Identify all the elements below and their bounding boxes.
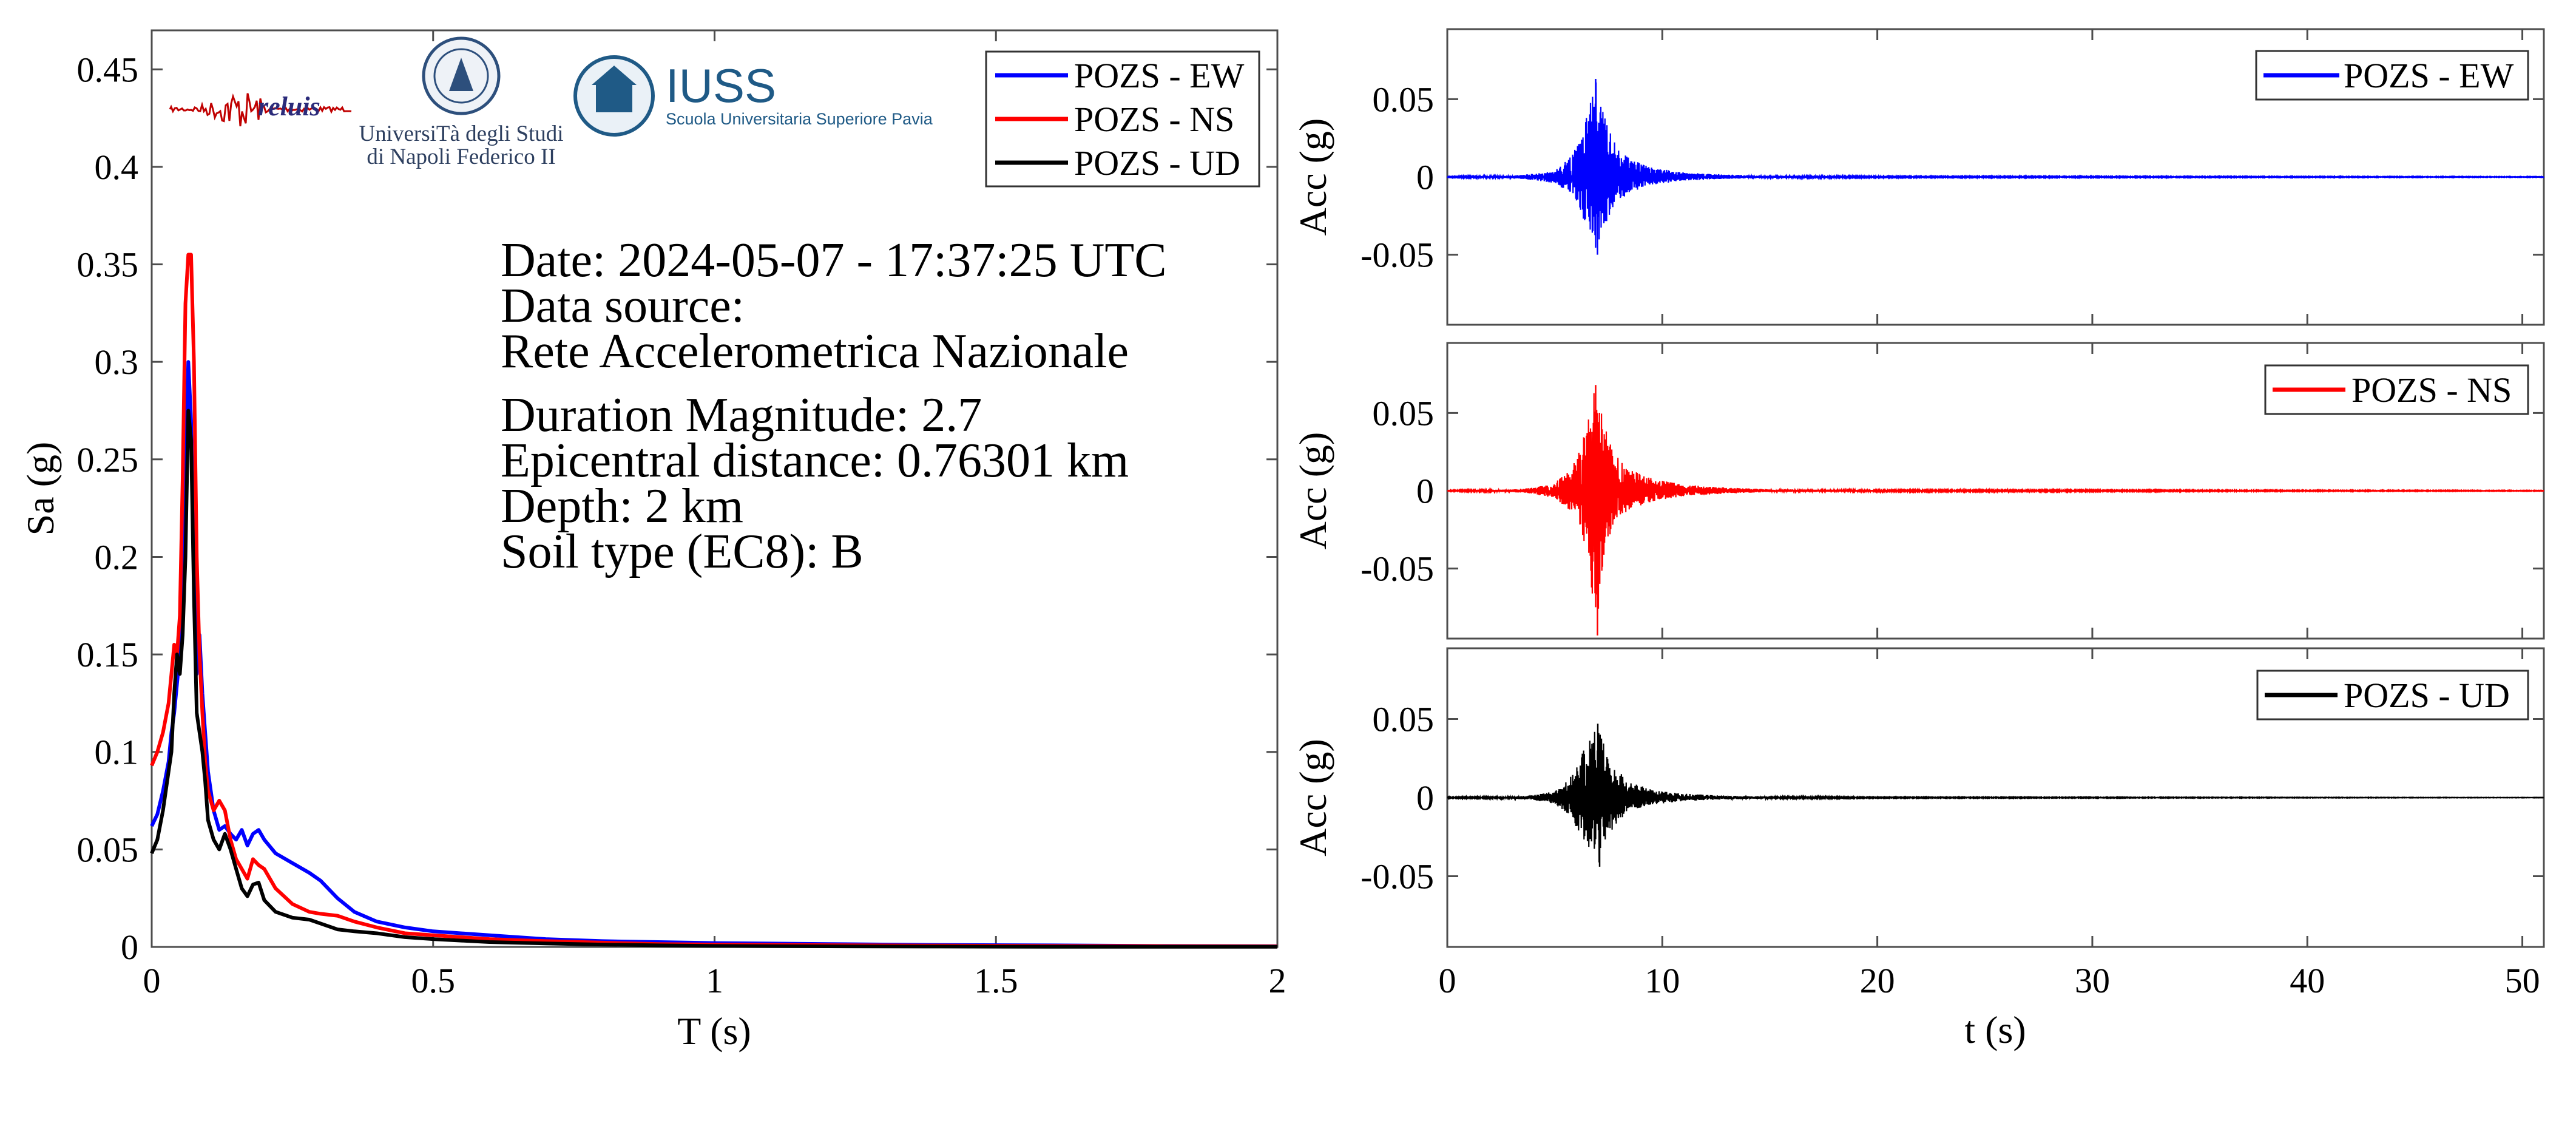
event-info: Date: 2024-05-07 - 17:37:25 UTC Data sou…: [501, 234, 1167, 578]
accelerogram-y-tick-label: 0.05: [1373, 393, 1435, 433]
accelerogram-ns-legend: POZS - NS: [2264, 364, 2529, 415]
accelerogram-ud-legend-label: POZS - UD: [2344, 676, 2510, 715]
spectrum-x-tick-label: 0: [143, 961, 161, 1000]
spectrum-legend: POZS - EW POZS - NS POZS - UD: [985, 50, 1260, 188]
iuss-subtitle: Scuola Universitaria Superiore Pavia: [666, 110, 933, 128]
data-source-label: Data source:: [501, 279, 745, 333]
spectrum-line-ud: [150, 409, 1277, 949]
reluis-logo: reluis: [169, 92, 352, 127]
spectrum-y-tick-label: 0.25: [77, 440, 139, 480]
spectrum-x-tick-label: 0.5: [411, 961, 456, 1000]
spectrum-line-ns: [150, 253, 1278, 948]
accelerogram-ud-legend: POZS - UD: [2256, 670, 2529, 721]
legend-label-ud: POZS - UD: [1074, 143, 1240, 183]
accelerogram-ud-y-ticks: 0.05 0 -0.05: [1361, 700, 2544, 896]
accelerogram-ew-chart: 0.05 0 -0.05 Acc (g) POZS - EW: [1291, 28, 2545, 326]
accelerogram-x-tick-label: 50: [2505, 961, 2540, 1000]
soil-type: Soil type (EC8): B: [501, 525, 864, 578]
spectrum-y-axis-label: Sa (g): [19, 442, 62, 536]
legend-label-ns: POZS - NS: [1074, 100, 1234, 139]
accelerogram-y-tick-label: -0.05: [1361, 549, 1434, 589]
accelerogram-y-tick-label: 0: [1416, 472, 1434, 511]
accelerogram-x-tick-label: 40: [2290, 961, 2325, 1000]
spectrum-x-tick-label: 1: [706, 961, 723, 1000]
iuss-logo: IUSS Scuola Universitaria Superiore Pavi…: [573, 55, 933, 137]
accelerogram-y-tick-label: 0.05: [1373, 700, 1435, 739]
depth: Depth: 2 km: [501, 480, 743, 533]
accelerogram-x-tick-label: 30: [2075, 961, 2110, 1000]
reluis-seismogram-graphic: [169, 93, 352, 127]
data-source-value: Rete Accelerometrica Nazionale: [501, 325, 1129, 378]
accelerogram-x-axis-label: t (s): [1964, 1008, 2026, 1051]
accelerogram-ew-legend-label: POZS - EW: [2344, 56, 2514, 95]
accelerogram-ns-x-ticks: [1446, 343, 2524, 639]
accelerogram-y-tick-label: 0.05: [1373, 80, 1435, 119]
accelerogram-ns-trace: [1447, 393, 2544, 609]
response-spectrum-chart: 0 0.05 0.1 0.15 0.2 0.25 0.3 0.35 0.4 0.45 0 0.5 1 1…: [19, 29, 1286, 1053]
spectrum-y-tick-label: 0: [121, 928, 138, 967]
accelerogram-ud-y-axis-label: Acc (g): [1291, 739, 1334, 856]
accelerogram-ud-chart: 0.05 0 -0.05 0 10 20 30 40 50 Acc (g) t (s) POZ…: [1291, 647, 2545, 1051]
spectrum-y-tick-label: 0.35: [77, 245, 139, 285]
legend-label-ew: POZS - EW: [1074, 56, 1245, 95]
accelerogram-ew-legend-box: [2255, 50, 2529, 101]
accelerogram-y-tick-label: 0: [1416, 778, 1434, 818]
epicentral-distance: Epicentral distance: 0.76301 km: [501, 434, 1129, 487]
accelerogram-y-tick-label: 0: [1416, 158, 1434, 197]
spectrum-y-tick-label: 0.15: [77, 635, 139, 674]
spectrum-y-tick-label: 0.3: [95, 342, 139, 382]
spectrum-y-tick-label: 0.1: [95, 733, 139, 772]
spectrum-y-tick-label: 0.2: [95, 537, 139, 577]
accelerogram-ew-legend: POZS - EW: [2255, 50, 2529, 101]
unina-line-2: di Napoli Federico II: [367, 144, 555, 169]
spectrum-x-tick-label: 1.5: [974, 961, 1018, 1000]
accelerogram-ns-chart: 0.05 0 -0.05 Acc (g) POZS - NS: [1291, 342, 2545, 640]
spectrum-x-tick-label: 2: [1269, 961, 1286, 1000]
reluis-logo-label: reluis: [258, 92, 320, 121]
accelerogram-y-tick-label: -0.05: [1361, 236, 1434, 275]
accelerogram-ns-y-axis-label: Acc (g): [1291, 432, 1334, 550]
iuss-title: IUSS: [666, 59, 776, 112]
unina-logo: UniversiTà degli Studi di Napoli Federic…: [359, 36, 564, 169]
spectrum-series-lines: [150, 253, 1278, 949]
unina-line-1: UniversiTà degli Studi: [359, 121, 563, 146]
accelerogram-x-tick-label: 0: [1439, 961, 1456, 1000]
accelerogram-ns-legend-box: [2264, 364, 2529, 415]
spectrum-y-tick-label: 0.4: [95, 148, 139, 187]
event-date: Date: 2024-05-07 - 17:37:25 UTC: [501, 234, 1167, 287]
accelerogram-ew-y-axis-label: Acc (g): [1291, 118, 1334, 236]
duration-magnitude: Duration Magnitude: 2.7: [501, 388, 982, 442]
accelerogram-ew-x-ticks: [1446, 29, 2524, 325]
spectrum-x-axis-label: T (s): [677, 1009, 751, 1053]
accelerogram-ns-y-ticks: 0.05 0 -0.05: [1361, 393, 2544, 589]
accelerogram-ns-legend-label: POZS - NS: [2351, 370, 2512, 410]
accelerogram-ew-trace: [1447, 82, 2544, 248]
spectrum-y-tick-label: 0.45: [77, 50, 139, 89]
accelerogram-ud-trace: [1447, 731, 2544, 863]
accelerogram-ud-x-ticks: 0 10 20 30 40 50: [1439, 648, 2540, 1000]
accelerogram-x-tick-label: 10: [1645, 961, 1680, 1000]
accelerogram-y-tick-label: -0.05: [1361, 856, 1434, 896]
spectrum-y-tick-label: 0.05: [77, 830, 139, 869]
accelerogram-x-tick-label: 20: [1860, 961, 1895, 1000]
spectrum-y-ticks: 0 0.05 0.1 0.15 0.2 0.25 0.3 0.35 0.4 0.45: [77, 50, 1277, 967]
